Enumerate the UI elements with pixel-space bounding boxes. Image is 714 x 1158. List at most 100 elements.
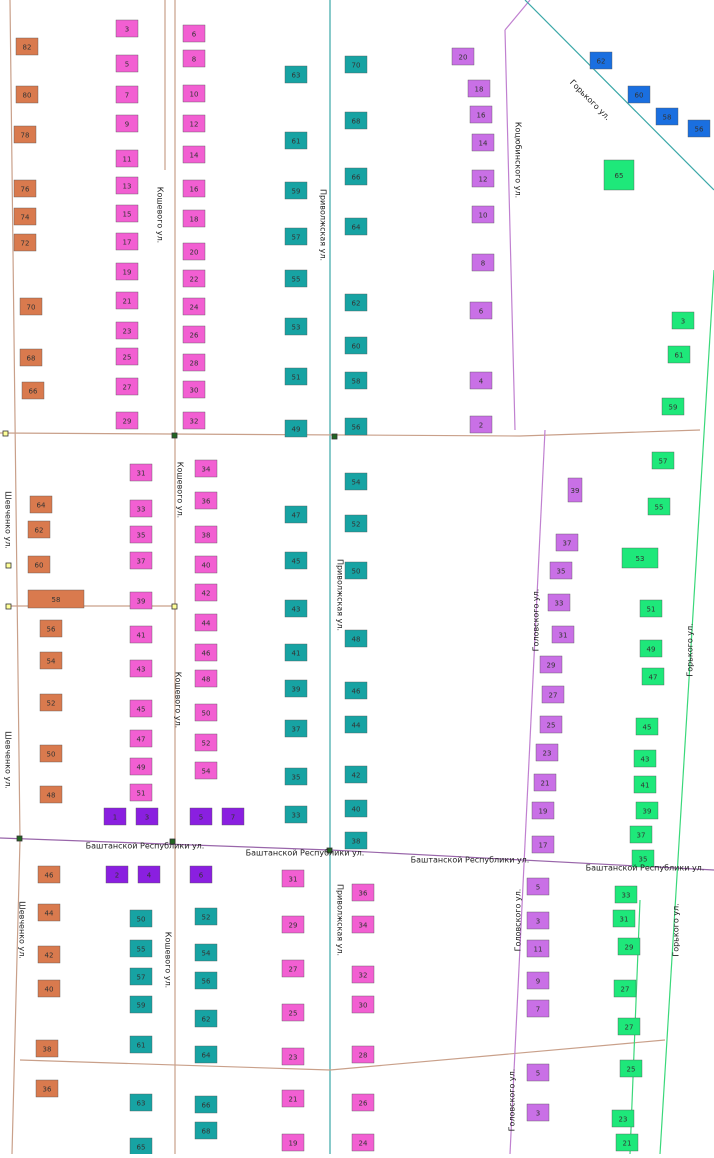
house: 56 — [687, 119, 711, 138]
house-shape — [469, 415, 493, 434]
house-shape — [221, 807, 245, 826]
house-number: 13 — [123, 183, 132, 191]
house-number: 42 — [202, 590, 211, 598]
house-shape — [635, 717, 659, 736]
house: 82 — [15, 37, 39, 56]
house: 21 — [281, 1089, 305, 1108]
house-shape — [129, 625, 153, 644]
house-shape — [194, 491, 218, 510]
house-number: 65 — [615, 172, 624, 180]
house: 8 — [182, 49, 206, 68]
house-number: 64 — [37, 502, 46, 510]
street-label: Головского ул. — [514, 889, 523, 952]
house-shape — [189, 865, 213, 884]
house-shape — [129, 551, 153, 570]
house-shape — [671, 311, 695, 330]
house-shape — [526, 1063, 550, 1082]
house-shape — [351, 965, 375, 984]
house-number: 36 — [43, 1086, 52, 1094]
house-shape — [194, 1045, 218, 1064]
house-number: 2 — [479, 422, 483, 430]
house-shape — [39, 693, 63, 712]
house: 5 — [189, 807, 213, 826]
house: 78 — [13, 125, 37, 144]
house-number: 60 — [635, 92, 644, 100]
house-number: 4 — [147, 872, 152, 880]
house-number: 9 — [536, 978, 540, 986]
house-shape — [531, 835, 555, 854]
house-shape — [631, 849, 655, 868]
house-shape — [39, 619, 63, 638]
house-shape — [37, 979, 61, 998]
house: 38 — [35, 1039, 59, 1058]
house: 76 — [13, 179, 37, 198]
house: 2 — [469, 415, 493, 434]
house: 42 — [194, 583, 218, 602]
house-number: 34 — [202, 466, 211, 474]
house-number: 54 — [352, 479, 361, 487]
house-shape — [284, 767, 308, 786]
house-number: 29 — [289, 922, 298, 930]
house: 51 — [639, 599, 663, 618]
house-number: 3 — [536, 918, 540, 926]
house-number: 17 — [123, 239, 132, 247]
house-shape — [617, 937, 641, 956]
house-number: 19 — [539, 808, 548, 816]
house: 64 — [29, 495, 53, 514]
house-number: 35 — [639, 856, 648, 864]
house: 44 — [194, 613, 218, 632]
house: 5 — [115, 54, 139, 73]
house-shape — [471, 253, 495, 272]
house: 66 — [344, 167, 368, 186]
house-number: 37 — [563, 540, 572, 548]
house-shape — [115, 232, 139, 251]
house-shape — [344, 629, 368, 648]
house-shape — [611, 1109, 635, 1128]
house: 14 — [182, 145, 206, 164]
house: 68 — [194, 1121, 218, 1140]
house-number: 52 — [202, 914, 211, 922]
house: 24 — [182, 297, 206, 316]
house-shape — [194, 555, 218, 574]
house-shape — [351, 1133, 375, 1152]
house-shape — [129, 659, 153, 678]
house-shape — [344, 561, 368, 580]
house: 34 — [194, 459, 218, 478]
house-number: 50 — [202, 710, 211, 718]
house: 41 — [633, 775, 657, 794]
house: 54 — [194, 761, 218, 780]
house: 43 — [284, 599, 308, 618]
house: 21 — [115, 291, 139, 310]
house-shape — [37, 865, 61, 884]
house-shape — [21, 381, 45, 400]
house-number: 61 — [137, 1042, 146, 1050]
house-number: 19 — [289, 1140, 298, 1148]
house: 20 — [451, 47, 475, 66]
house: 39 — [284, 679, 308, 698]
house-shape — [526, 999, 550, 1018]
house: 57 — [284, 227, 308, 246]
house: 33 — [547, 593, 571, 612]
house-shape — [129, 591, 153, 610]
street-label: Баштанской Республики ул. — [411, 856, 530, 865]
house-number: 23 — [123, 328, 132, 336]
house-shape — [13, 207, 37, 226]
house: 57 — [651, 451, 675, 470]
house-number: 24 — [359, 1140, 368, 1148]
house-number: 48 — [202, 676, 211, 684]
house-number: 25 — [627, 1066, 636, 1074]
house-number: 57 — [659, 458, 668, 466]
house-number: 58 — [52, 596, 61, 604]
house-number: 46 — [352, 688, 361, 696]
house: 44 — [344, 715, 368, 734]
house-shape — [547, 593, 571, 612]
house-number: 21 — [123, 298, 132, 306]
house-shape — [182, 114, 206, 133]
house: 21 — [533, 773, 557, 792]
house: 46 — [37, 865, 61, 884]
house-shape — [137, 865, 161, 884]
house-shape — [281, 1089, 305, 1108]
house-number: 39 — [292, 686, 301, 694]
house-shape — [129, 1093, 153, 1112]
house-shape — [37, 903, 61, 922]
